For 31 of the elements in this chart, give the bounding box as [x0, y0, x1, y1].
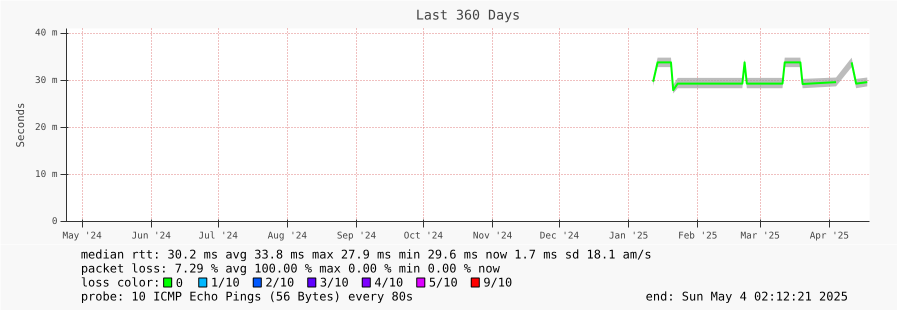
- x-tick-label: Dec '24: [540, 230, 580, 242]
- y-tick-label: 30 m: [35, 74, 58, 86]
- x-tick-label: May '24: [62, 230, 102, 242]
- text: end: Sun May 4 02:12:21 2025: [646, 290, 848, 304]
- legend-label: 5/10: [428, 276, 458, 290]
- y-axis-title: Seconds: [14, 102, 28, 148]
- y-tick-label: 10 m: [35, 168, 58, 180]
- chart-title: Last 360 Days: [416, 8, 520, 24]
- text: probe: 10 ICMP Echo Pings (56 Bytes) every 80s: [80, 290, 414, 304]
- legend-label: 2/10: [265, 276, 294, 290]
- x-tick-label: Apr '25: [810, 230, 850, 242]
- y-tick-label: 20 m: [35, 122, 58, 133]
- x-tick-label: Nov '24: [472, 230, 513, 242]
- y-tick-label: 40 m: [35, 28, 58, 39]
- x-tick-label: Aug '24: [268, 230, 308, 242]
- text: median rtt: 30.2 ms avg 33.8 ms max 27.9 ms min 29.6 ms now 1.7 ms sd 18.1 am/s: [80, 248, 652, 262]
- x-tick-label: Jan '25: [608, 230, 648, 242]
- legend-label: 3/10: [320, 276, 349, 290]
- legend-title: loss color:: [80, 276, 160, 290]
- legend-label: 1/10: [210, 276, 240, 290]
- x-tick-label: Mar '25: [740, 230, 780, 242]
- x-tick-label: Jul '24: [198, 230, 238, 242]
- text: packet loss: 7.29 % avg 100.00 % max 0.00 % min 0.00 % now: [80, 262, 501, 276]
- x-tick-label: Jun '24: [132, 230, 172, 242]
- legend-label: 4/10: [374, 276, 404, 290]
- x-tick-label: Feb '25: [678, 230, 718, 242]
- legend-label: 9/10: [483, 276, 512, 290]
- legend-label: 0: [176, 276, 183, 290]
- x-tick-label: Oct '24: [404, 230, 444, 242]
- x-tick-label: Sep '24: [336, 230, 377, 242]
- y-tick-label: 0: [52, 216, 58, 227]
